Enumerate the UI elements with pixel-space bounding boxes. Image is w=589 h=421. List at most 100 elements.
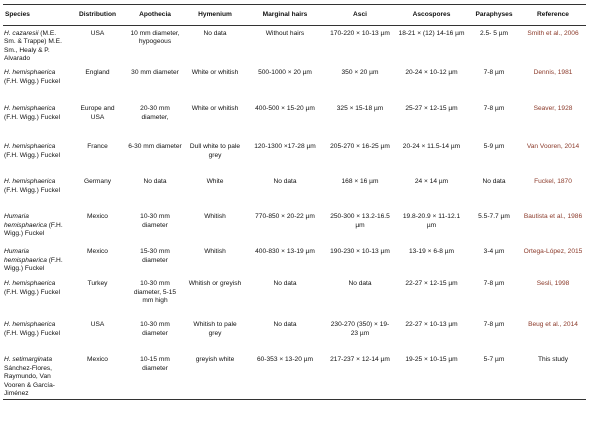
data-cell: Turkey — [87, 280, 108, 288]
data-cell: Whitish to pale grey — [193, 321, 237, 337]
table-row: Humaria hemisphaerica (F.H. Wigg.) Fucke… — [3, 244, 586, 276]
reference-cell: Van Vooren, 2014 — [526, 143, 580, 151]
table-row: Humaria hemisphaerica (F.H. Wigg.) Fucke… — [3, 209, 586, 244]
species-authority: (F.H. Wigg.) Fuckel — [4, 186, 61, 194]
data-cell: 20-24 × 10-12 µm — [405, 69, 458, 77]
data-cell: 60-353 × 13-20 µm — [245, 352, 325, 401]
data-cell: 10-30 mm diameter — [140, 213, 170, 229]
column-header: Apothecia — [125, 4, 185, 26]
data-cell: greyish white — [185, 352, 245, 401]
species-authority: (F.H. Wigg.) Fuckel — [4, 221, 63, 238]
species-authority: (F.H. Wigg.) Fuckel — [4, 151, 61, 159]
table-row: H. hemisphaerica (F.H. Wigg.) Fuckel Fran… — [3, 139, 586, 174]
species-cell: Humaria hemisphaerica (F.H. Wigg.) Fucke… — [3, 244, 70, 276]
data-cell: Mexico — [87, 213, 108, 221]
species-authority: (F.H. Wigg.) Fuckel — [4, 288, 61, 296]
species-authority: (F.H. Wigg.) Fuckel — [4, 256, 63, 273]
data-cell: No data — [273, 178, 297, 186]
species-name: Humaria hemisphaerica — [4, 213, 47, 229]
data-cell: 7-8 µm — [483, 321, 505, 329]
data-cell: No data — [348, 280, 372, 288]
species-authority: (F.H. Wigg.) Fuckel — [4, 77, 61, 85]
data-cell: Mexico — [87, 248, 108, 256]
data-cell: Whitish — [204, 248, 226, 256]
data-cell: White or whitish — [191, 105, 239, 113]
species-name: H. hemisphaerica — [4, 69, 56, 77]
reference-cell: Dennis, 1981 — [533, 69, 573, 77]
data-cell: 10-15 mm diameter — [125, 352, 185, 401]
reference-cell: This study — [520, 352, 586, 401]
species-cell: H. cazaresii (M.E. Sm. & Trappe) M.E. Sm… — [3, 25, 70, 65]
data-cell: 205-270 × 16-25 µm — [330, 143, 390, 151]
data-cell: No data — [482, 178, 506, 186]
species-cell: H. setimarginata Sánchez-Flores, Raymund… — [3, 352, 70, 401]
species-cell: H. hemisphaerica (F.H. Wigg.) Fuckel — [3, 174, 70, 209]
column-header: Reference — [520, 4, 586, 26]
table-row: H. hemisphaerica (F.H. Wigg.) Fuckel Engl… — [3, 65, 586, 101]
reference-cell: Ortega-López, 2015 — [523, 248, 583, 256]
species-name: H. hemisphaerica — [4, 321, 56, 329]
table-row: H. hemisphaerica (F.H. Wigg.) Fuckel Turk… — [3, 276, 586, 317]
table-row: H. setimarginata Sánchez-Flores, Raymund… — [3, 352, 586, 401]
data-cell: Whitish or greyish — [188, 280, 242, 288]
species-cell: H. hemisphaerica (F.H. Wigg.) Fuckel — [3, 139, 70, 174]
data-cell: 7-8 µm — [483, 69, 505, 77]
data-cell: 400-500 × 15-20 µm — [255, 105, 315, 113]
data-cell: 770-850 × 20-22 µm — [255, 213, 315, 221]
data-cell: France — [87, 143, 108, 151]
reference-cell: Seaver, 1928 — [533, 105, 573, 113]
data-cell: 5-7 µm — [468, 352, 520, 401]
comparison-table: Species Distribution Apothecia Hymenium Marg… — [3, 4, 586, 401]
species-cell: H. hemisphaerica (F.H. Wigg.) Fuckel — [3, 276, 70, 317]
column-header: Distribution — [70, 4, 125, 26]
species-cell: H. hemisphaerica (F.H. Wigg.) Fuckel — [3, 101, 70, 139]
data-cell: 7-8 µm — [483, 105, 505, 113]
data-cell: 10 mm diameter, hypogeous — [130, 29, 180, 46]
data-cell: Dull white to pale grey — [189, 143, 241, 159]
data-cell: White — [206, 178, 224, 186]
species-cell: H. hemisphaerica (F.H. Wigg.) Fuckel — [3, 317, 70, 352]
data-cell: 2.5- 5 µm — [480, 29, 508, 37]
column-header: Ascospores — [395, 4, 468, 26]
data-cell: 400-830 × 13-19 µm — [255, 248, 315, 256]
data-cell: 25-27 × 12-15 µm — [405, 105, 458, 113]
species-authority: (F.H. Wigg.) Fuckel — [4, 113, 61, 121]
species-cell: Humaria hemisphaerica (F.H. Wigg.) Fucke… — [3, 209, 70, 244]
data-cell: 20-30 mm diameter, — [140, 105, 170, 121]
data-cell: 350 × 20 µm — [341, 69, 379, 77]
reference-cell: Sesli, 1998 — [536, 280, 570, 288]
data-cell: White or whitish — [191, 69, 239, 77]
data-cell: 19.8-20.9 × 11-12.1 µm — [402, 213, 461, 229]
data-cell: 120-1300 ×17-28 µm — [254, 143, 316, 151]
data-cell: 5-9 µm — [483, 143, 505, 151]
data-cell: 13-19 × 6-8 µm — [408, 248, 455, 256]
column-header: Asci — [325, 4, 395, 26]
reference-cell: Smith et al., 2006 — [527, 29, 579, 37]
data-cell: 18-21 × (12) 14-16 µm — [398, 29, 465, 37]
species-authority: (F.H. Wigg.) Fuckel — [4, 329, 61, 337]
table-row: H. hemisphaerica (F.H. Wigg.) Fuckel USA 1… — [3, 317, 586, 352]
data-cell: 190-230 × 10-13 µm — [330, 248, 390, 256]
data-cell: No data — [273, 321, 297, 329]
data-cell: Germany — [83, 178, 112, 186]
species-name: H. hemisphaerica — [4, 178, 56, 186]
data-cell: 5.5-7.7 µm — [478, 213, 510, 221]
data-cell: England — [85, 69, 110, 77]
species-authority: (M.E. Sm. & Trappe) M.E. Sm., Healy & P.… — [4, 29, 62, 63]
data-cell: Europe and USA — [80, 105, 115, 121]
data-cell: 24 × 14 µm — [414, 178, 449, 186]
data-cell: Whitish — [204, 213, 226, 221]
data-cell: No data — [273, 280, 297, 288]
data-cell: 15-30 mm diameter — [140, 248, 170, 264]
data-cell: 30 mm diameter — [131, 69, 179, 77]
species-name: H. setimarginata — [4, 356, 53, 364]
reference-cell: Bautista et al., 1986 — [523, 213, 583, 221]
data-cell: USA — [90, 29, 105, 37]
header-row: Species Distribution Apothecia Hymenium Marg… — [3, 4, 586, 26]
table-row: H. cazaresii (M.E. Sm. & Trappe) M.E. Sm… — [3, 25, 586, 65]
data-cell: 10-30 mm diameter — [140, 321, 170, 337]
data-cell: 500-1000 × 20 µm — [258, 69, 312, 77]
data-cell: 3-4 µm — [483, 248, 505, 256]
reference-cell: Fuckel, 1870 — [534, 178, 572, 186]
